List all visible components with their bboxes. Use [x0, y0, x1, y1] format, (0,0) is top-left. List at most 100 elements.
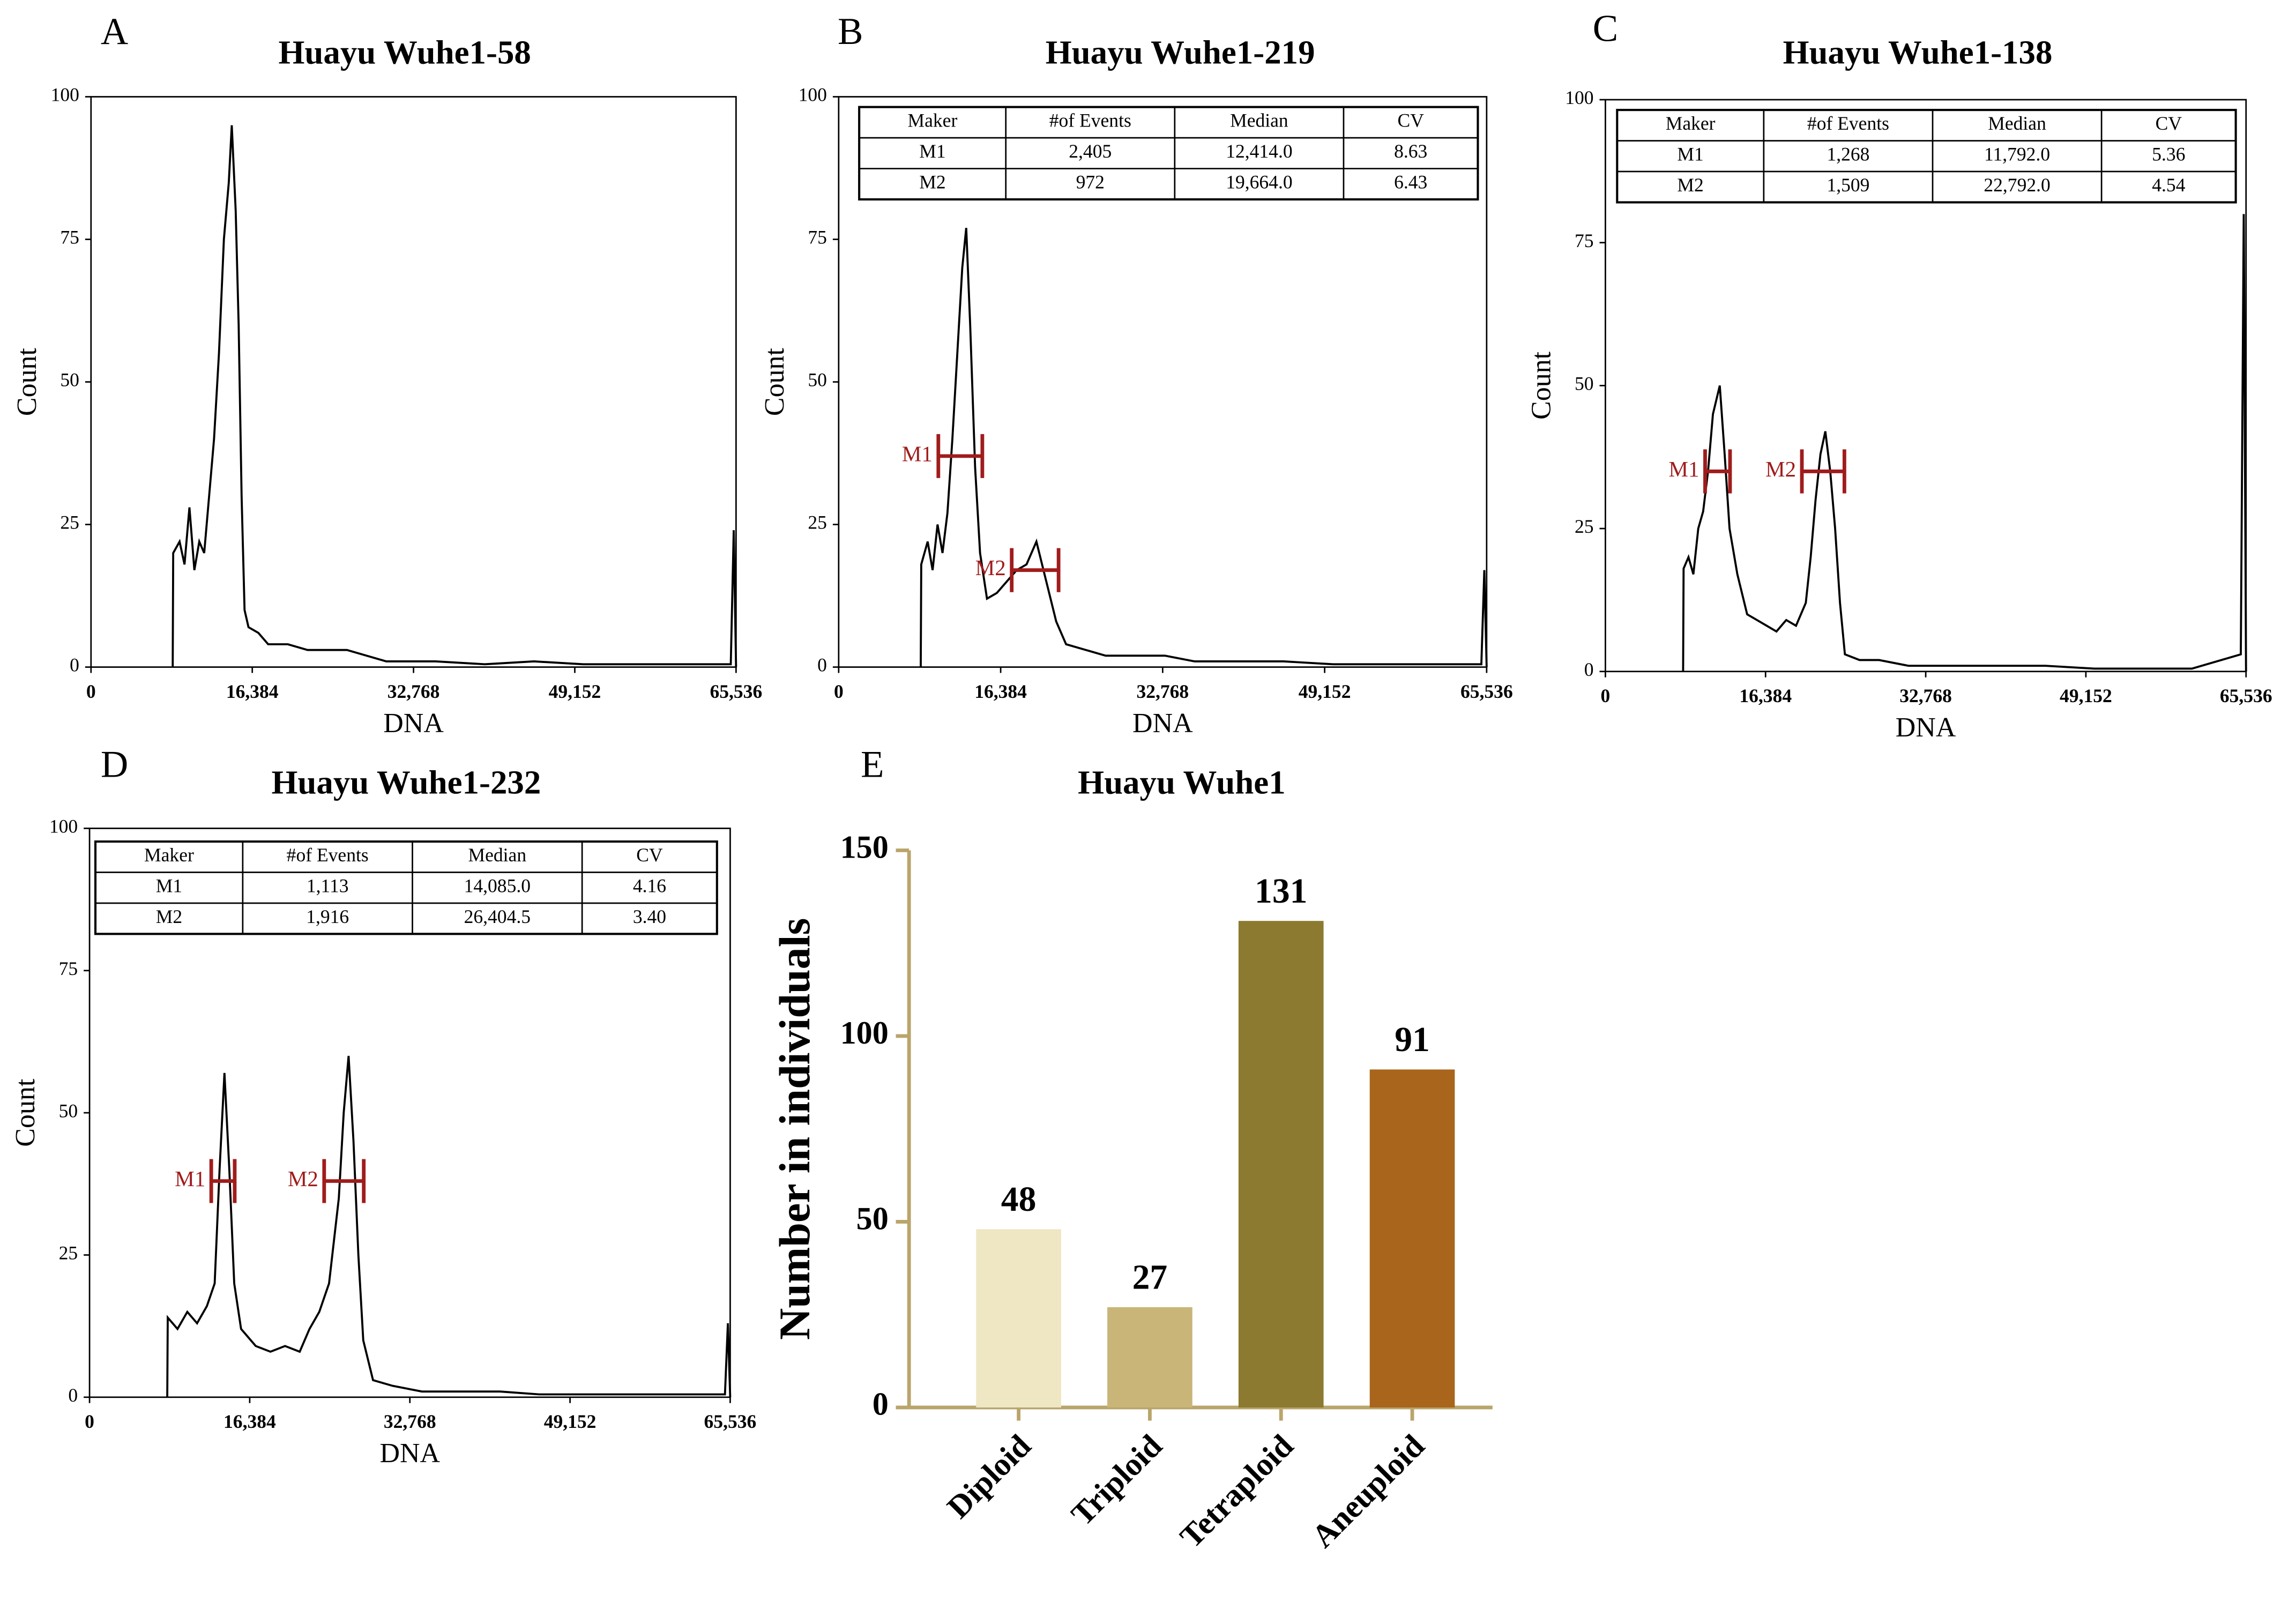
table-cell: 2,405 — [1069, 140, 1112, 162]
table-cell: 4.54 — [2152, 174, 2185, 196]
table-cell: 22,792.0 — [1984, 174, 2050, 196]
marker-label: M2 — [288, 1166, 318, 1191]
table-cell: 11,792.0 — [1984, 143, 2050, 165]
table-cell: M1 — [919, 140, 945, 162]
y-tick-label: 50 — [60, 369, 79, 391]
table-cell: 1,916 — [306, 906, 349, 927]
histogram-trace — [1682, 214, 2247, 672]
y-tick-label: 150 — [840, 829, 889, 865]
table-cell: 26,404.5 — [464, 906, 531, 927]
table-header: #of Events — [1049, 110, 1131, 131]
marker-label: M1 — [1669, 457, 1699, 481]
bar — [976, 1229, 1061, 1408]
bar — [1369, 1069, 1455, 1408]
table-cell: 8.63 — [1394, 140, 1427, 162]
x-tick-label: 0 — [86, 681, 96, 702]
y-axis-label: Count — [1526, 351, 1556, 420]
marker-label: M2 — [1765, 457, 1796, 481]
y-axis-label: Count — [12, 347, 42, 416]
x-tick-label: 16,384 — [974, 681, 1027, 702]
x-axis-label: DNA — [1896, 712, 1956, 743]
table-cell: 972 — [1076, 171, 1105, 192]
table-cell: 1,268 — [1827, 143, 1869, 165]
table-cell: 14,085.0 — [464, 875, 531, 896]
table-cell: 19,664.0 — [1226, 171, 1292, 192]
panel-label: C — [1593, 8, 1618, 49]
x-tick-label: Aneuploid — [1305, 1428, 1432, 1555]
x-axis-label: DNA — [379, 1438, 440, 1469]
y-tick-label: 25 — [60, 512, 79, 533]
y-tick-label: 75 — [1575, 230, 1594, 251]
table-header: #of Events — [1807, 113, 1889, 134]
chart-title: Huayu Wuhe1-138 — [1783, 33, 2053, 71]
y-axis-label: Number in individuals — [770, 918, 819, 1340]
y-tick-label: 50 — [1575, 373, 1594, 394]
table-cell: 6.43 — [1394, 171, 1427, 192]
panel-label: E — [861, 744, 884, 786]
x-tick-label: 65,536 — [704, 1411, 757, 1432]
chart-title: Huayu Wuhe1-232 — [271, 764, 541, 801]
table-header: CV — [2156, 113, 2182, 134]
x-tick-label: 65,536 — [2220, 685, 2272, 706]
x-tick-label: 32,768 — [1899, 685, 1952, 706]
y-axis-label: Count — [759, 347, 790, 416]
x-tick-label: 49,152 — [2060, 685, 2112, 706]
table-frame — [94, 840, 718, 935]
plot-frame — [90, 96, 737, 668]
x-tick-label: 16,384 — [1739, 685, 1792, 706]
table-cell: M2 — [1677, 174, 1703, 196]
bar-value-label: 91 — [1395, 1021, 1430, 1059]
chart-title: Huayu Wuhe1-219 — [1046, 33, 1315, 71]
chart-title: Huayu Wuhe1 — [1078, 764, 1286, 801]
table-frame — [858, 106, 1479, 201]
x-tick-label: Triploid — [1064, 1428, 1169, 1533]
x-tick-label: 16,384 — [226, 681, 279, 702]
x-tick-label: 16,384 — [223, 1411, 276, 1432]
x-tick-label: 0 — [1601, 685, 1611, 706]
y-tick-label: 75 — [808, 227, 827, 248]
histogram-trace — [920, 228, 1488, 667]
bar-value-label: 131 — [1255, 872, 1307, 911]
y-tick-label: 25 — [1575, 516, 1594, 537]
y-tick-label: 100 — [799, 84, 827, 106]
y-tick-label: 75 — [60, 227, 79, 248]
marker-label: M1 — [902, 441, 933, 466]
x-tick-label: 49,152 — [544, 1411, 597, 1432]
x-tick-label: 32,768 — [387, 681, 440, 702]
table-cell: 1,509 — [1827, 174, 1869, 196]
panel-label: D — [101, 744, 128, 786]
table-frame — [1616, 109, 2237, 204]
histogram-trace — [172, 125, 737, 667]
y-tick-label: 50 — [856, 1201, 889, 1237]
table-header: Maker — [1666, 113, 1716, 134]
y-tick-label: 0 — [1584, 659, 1594, 680]
x-tick-label: 32,768 — [384, 1411, 436, 1432]
x-tick-label: 0 — [834, 681, 844, 702]
table-cell: M1 — [1677, 143, 1703, 165]
x-tick-label: Diploid — [941, 1428, 1038, 1525]
bar-value-label: 27 — [1132, 1259, 1168, 1297]
y-tick-label: 75 — [59, 958, 78, 979]
table-header: CV — [1398, 110, 1425, 131]
y-tick-label: 25 — [808, 512, 827, 533]
table-header: Maker — [908, 110, 958, 131]
table-header: Median — [1230, 110, 1288, 131]
y-tick-label: 100 — [51, 84, 79, 106]
table-cell: 4.16 — [633, 875, 666, 896]
table-cell: 5.36 — [2152, 143, 2185, 165]
y-tick-label: 0 — [70, 654, 79, 676]
y-tick-label: 100 — [49, 816, 78, 837]
x-axis-label: DNA — [1132, 708, 1193, 739]
table-header: #of Events — [287, 844, 369, 866]
y-tick-label: 50 — [808, 369, 827, 391]
x-tick-label: 49,152 — [549, 681, 601, 702]
panel-label: A — [101, 11, 128, 53]
x-tick-label: Tetraploid — [1173, 1428, 1300, 1555]
marker-label: M1 — [175, 1166, 205, 1191]
histogram-trace — [166, 1055, 732, 1397]
y-tick-label: 0 — [68, 1384, 78, 1406]
table-cell: M2 — [919, 171, 945, 192]
y-axis-label: Count — [10, 1078, 41, 1147]
